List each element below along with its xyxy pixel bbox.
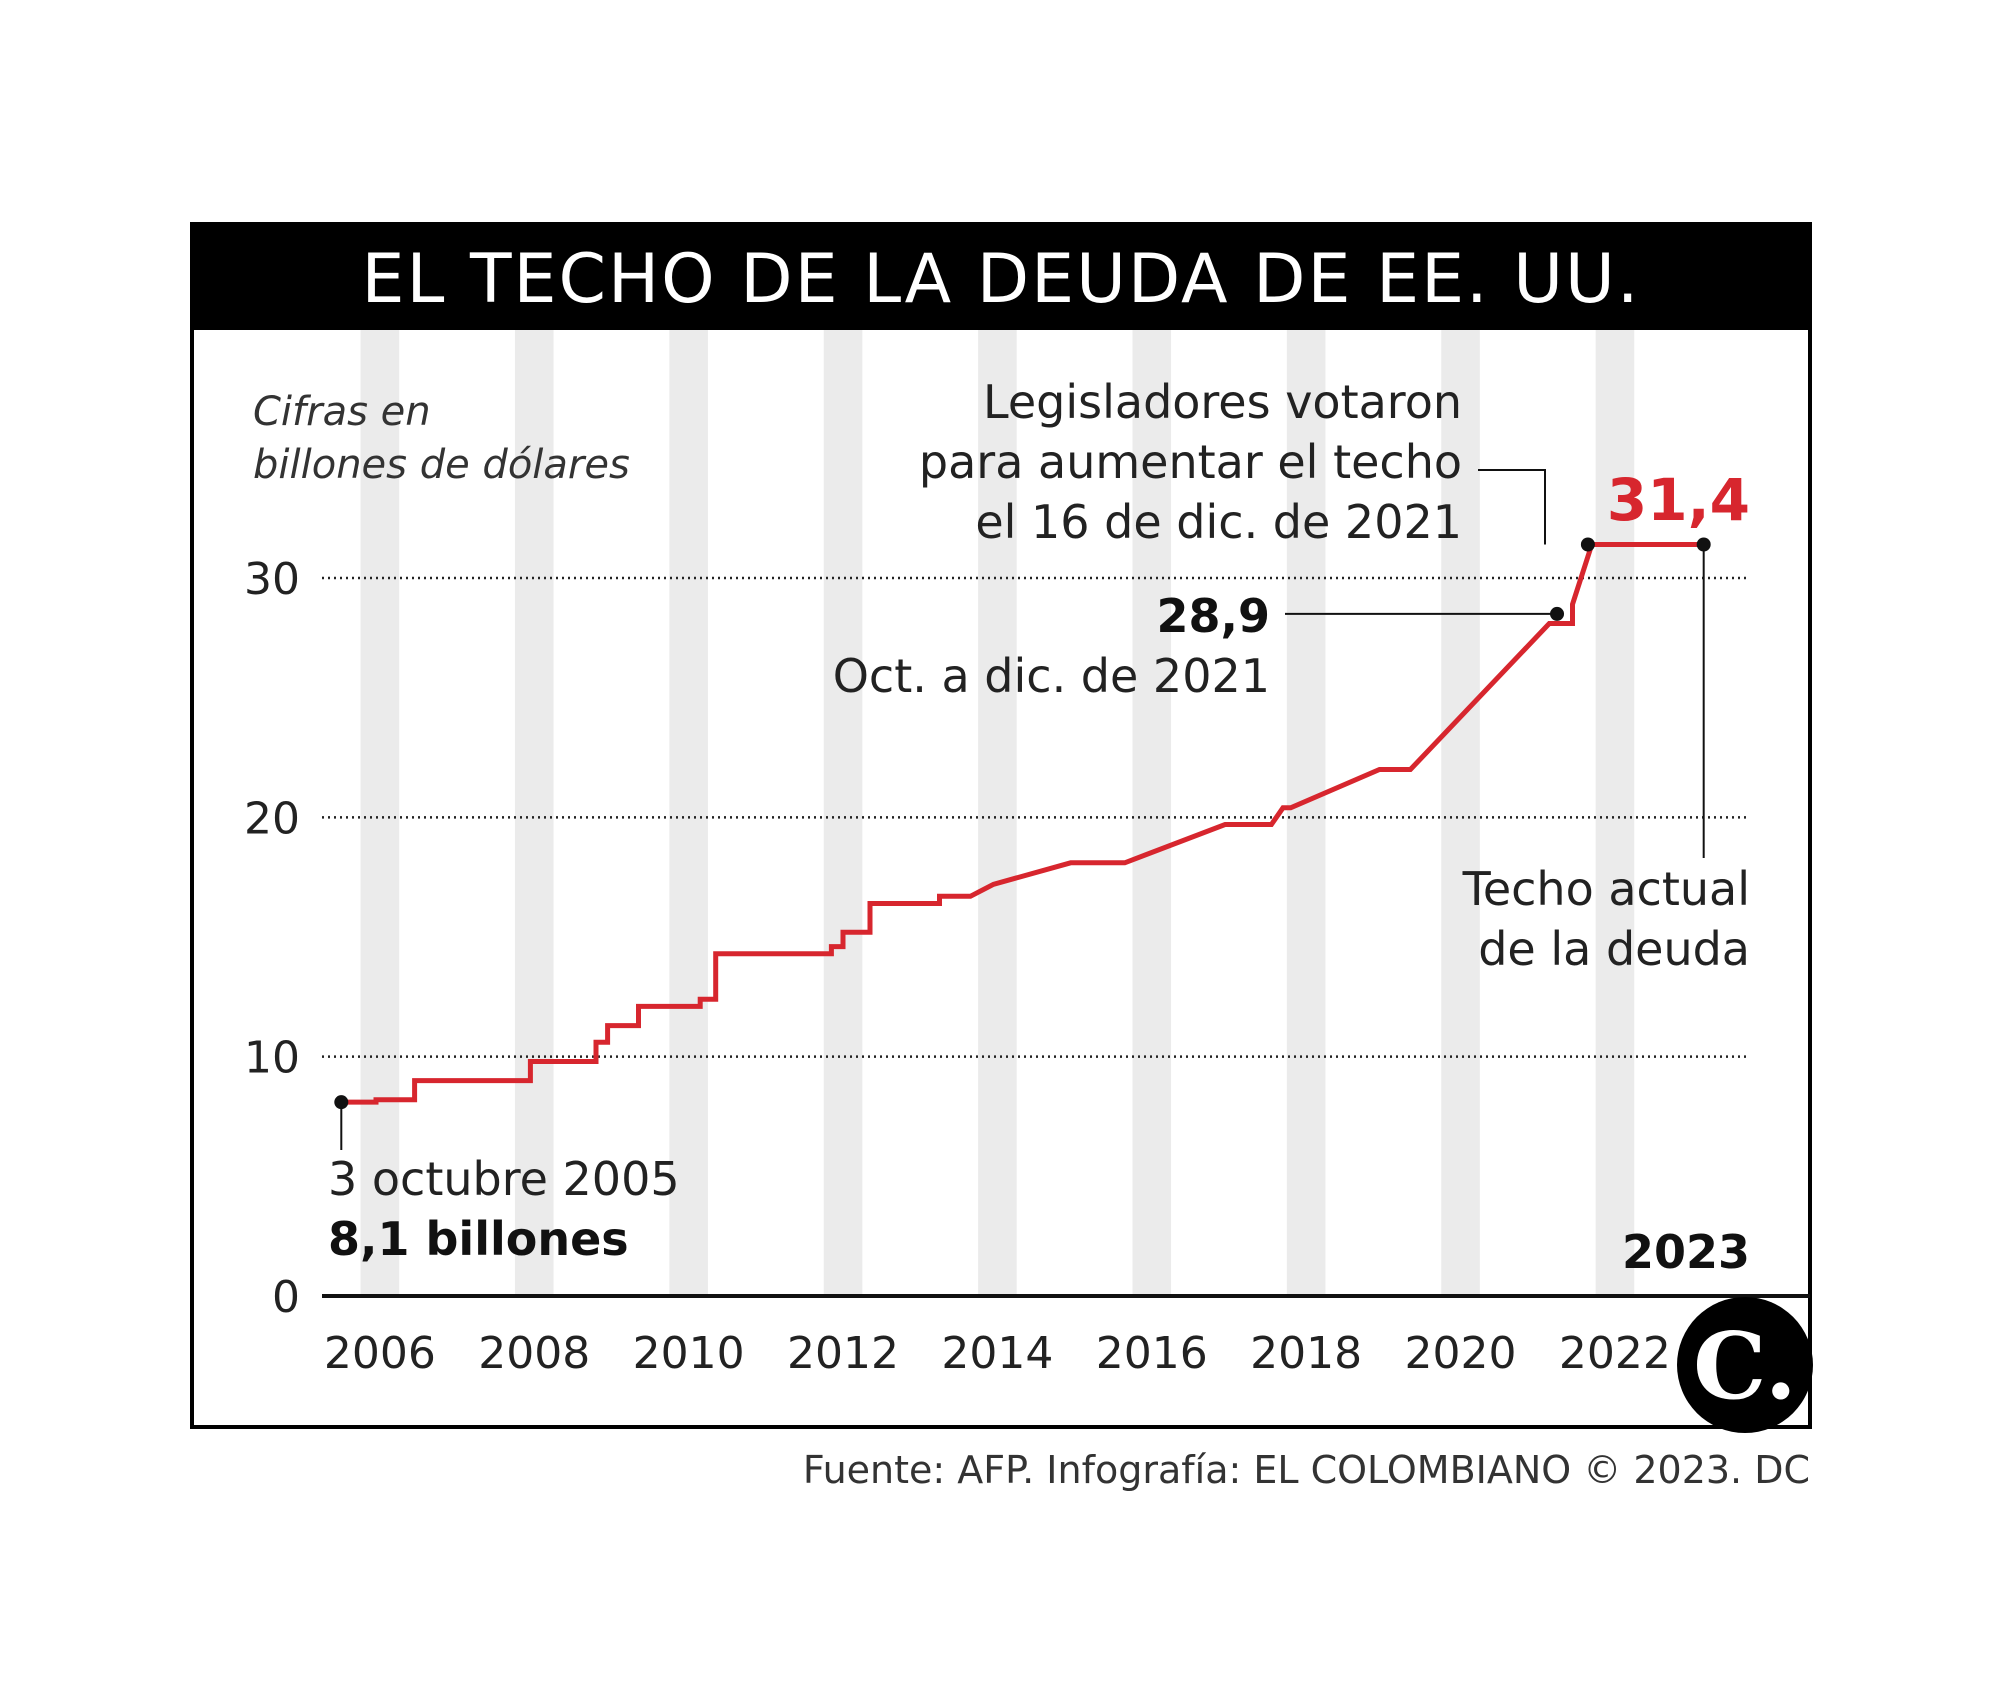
unit-label-line1: Cifras en	[253, 389, 431, 435]
x-tick-label-2018: 2018	[1250, 1328, 1362, 1379]
end-year-label: 2023	[1622, 1225, 1750, 1279]
dec-vote-line1: Legisladores votaron	[983, 375, 1462, 429]
year-band-2010	[669, 330, 708, 1296]
chart-title: EL TECHO DE LA DEUDA DE EE. UU.	[362, 240, 1641, 319]
current-ceiling-line1: Techo actual	[1462, 862, 1750, 916]
x-tick-label-2008: 2008	[478, 1328, 590, 1379]
y-tick-label-10: 10	[244, 1033, 300, 1084]
x-tick-label-2020: 2020	[1405, 1328, 1517, 1379]
logo-letter: C.	[1693, 1312, 1797, 1420]
year-band-2022	[1595, 330, 1635, 1296]
marker-point-0	[334, 1095, 349, 1110]
marker-point-1	[1550, 606, 1565, 621]
unit-label-line2: billones de dólares	[253, 442, 630, 488]
start-date-label: 3 octubre 2005	[328, 1152, 680, 1206]
dec-leader	[1478, 469, 1546, 545]
dec-vote-line2: para aumentar el techo	[919, 435, 1462, 489]
x-tick-label-2022: 2022	[1559, 1328, 1671, 1379]
el-colombiano-logo	[1677, 1297, 1813, 1433]
year-bands	[360, 330, 1635, 1296]
source-credit: Fuente: AFP. Infografía: EL COLOMBIANO ©…	[803, 1448, 1810, 1492]
start-value-label: 8,1 billones	[328, 1212, 629, 1266]
y-tick-label-20: 20	[244, 793, 300, 844]
y-axis-ticks: 0 10 20 30	[244, 554, 300, 1323]
dec-vote-line3: el 16 de dic. de 2021	[975, 495, 1462, 549]
annotation-leaders	[340, 469, 1705, 1150]
y-tick-label-30: 30	[244, 554, 300, 605]
year-band-2008	[514, 330, 554, 1296]
current-value-label: 31,4	[1607, 466, 1750, 534]
marker-point-2	[1580, 537, 1595, 552]
x-tick-label-2012: 2012	[787, 1328, 899, 1379]
year-band-2018	[1286, 330, 1326, 1296]
x-tick-label-2006: 2006	[324, 1328, 436, 1379]
x-tick-label-2014: 2014	[941, 1328, 1053, 1379]
gridlines	[322, 576, 1750, 1058]
current-ceiling-line2: de la deuda	[1478, 922, 1750, 976]
marker-point-3	[1696, 537, 1711, 552]
series-group	[341, 541, 1704, 1105]
marker-points	[334, 537, 1711, 1110]
year-band-2020	[1441, 330, 1480, 1296]
x-axis-ticks: 2006 2008 2010 2012 2014 2016 2018 2020 2022	[324, 1328, 1671, 1379]
oct-value-label: 28,9	[1157, 589, 1271, 643]
year-band-2006	[360, 330, 400, 1296]
x-tick-label-2010: 2010	[633, 1328, 745, 1379]
title-bar	[190, 222, 1812, 330]
series-line-debt-ceiling	[341, 543, 1595, 1105]
year-band-2016	[1132, 330, 1172, 1296]
year-band-2012	[823, 330, 863, 1296]
x-tick-label-2016: 2016	[1096, 1328, 1208, 1379]
year-band-2014	[978, 330, 1017, 1296]
oct-period-label: Oct. a dic. de 2021	[833, 649, 1270, 703]
y-tick-label-0: 0	[272, 1272, 300, 1323]
